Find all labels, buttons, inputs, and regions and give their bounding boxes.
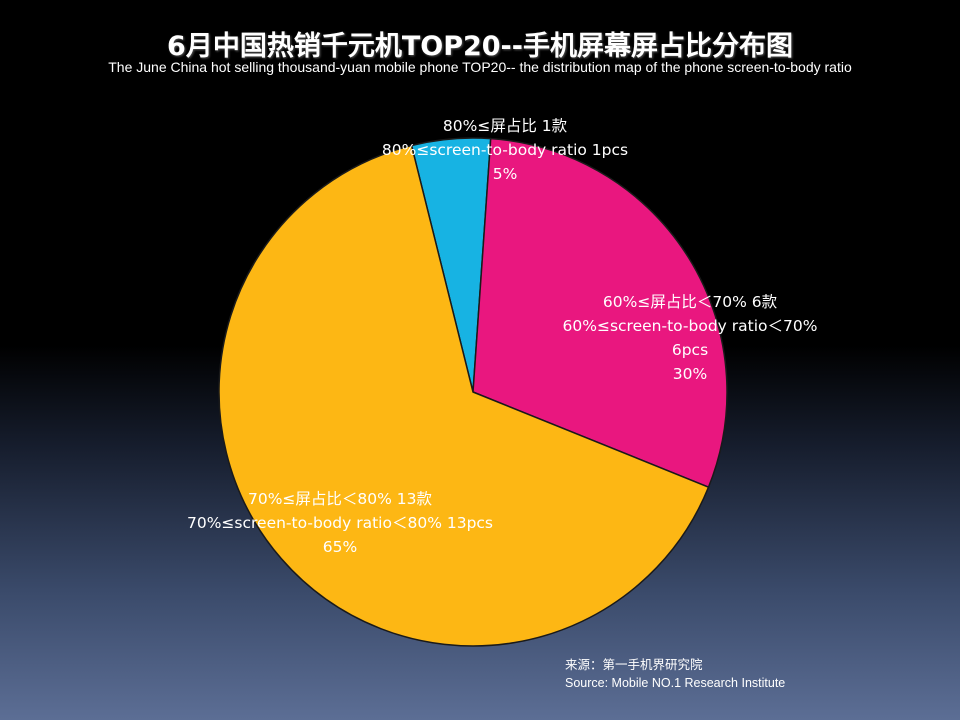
source-line-cn: 来源：第一手机界研究院 xyxy=(565,658,703,672)
slice-2-label-line-2: 65% xyxy=(323,538,357,556)
source-line-en: Source: Mobile NO.1 Research Institute xyxy=(565,676,786,690)
pie-slice-1 xyxy=(472,137,728,489)
slice-1-label-line-1: 60%≤screen-to-body ratio＜70% xyxy=(563,317,818,335)
chart-title: 6月中国热销千元机TOP20--手机屏幕屏占比分布图 xyxy=(167,31,793,62)
slice-0-label-line-2: 5% xyxy=(493,165,518,183)
pie-slice-2 xyxy=(218,144,710,647)
slice-2-label-line-0: 70%≤屏占比＜80% 13款 xyxy=(248,490,433,508)
slice-0-label-line-1: 80%≤screen-to-body ratio 1pcs xyxy=(382,141,628,159)
slice-1-label-line-2: 6pcs xyxy=(672,341,708,359)
source-note: 来源：第一手机界研究院 Source: Mobile NO.1 Research… xyxy=(565,656,785,692)
slice-2-label-line-1: 70%≤screen-to-body ratio＜80% 13pcs xyxy=(187,514,493,532)
slice-1-label-line-0: 60%≤屏占比＜70% 6款 xyxy=(603,293,778,311)
slice-0-label-line-0: 80%≤屏占比 1款 xyxy=(443,117,568,135)
chart-subtitle: The June China hot selling thousand-yuan… xyxy=(108,59,852,75)
slice-1-label-line-3: 30% xyxy=(673,365,707,383)
